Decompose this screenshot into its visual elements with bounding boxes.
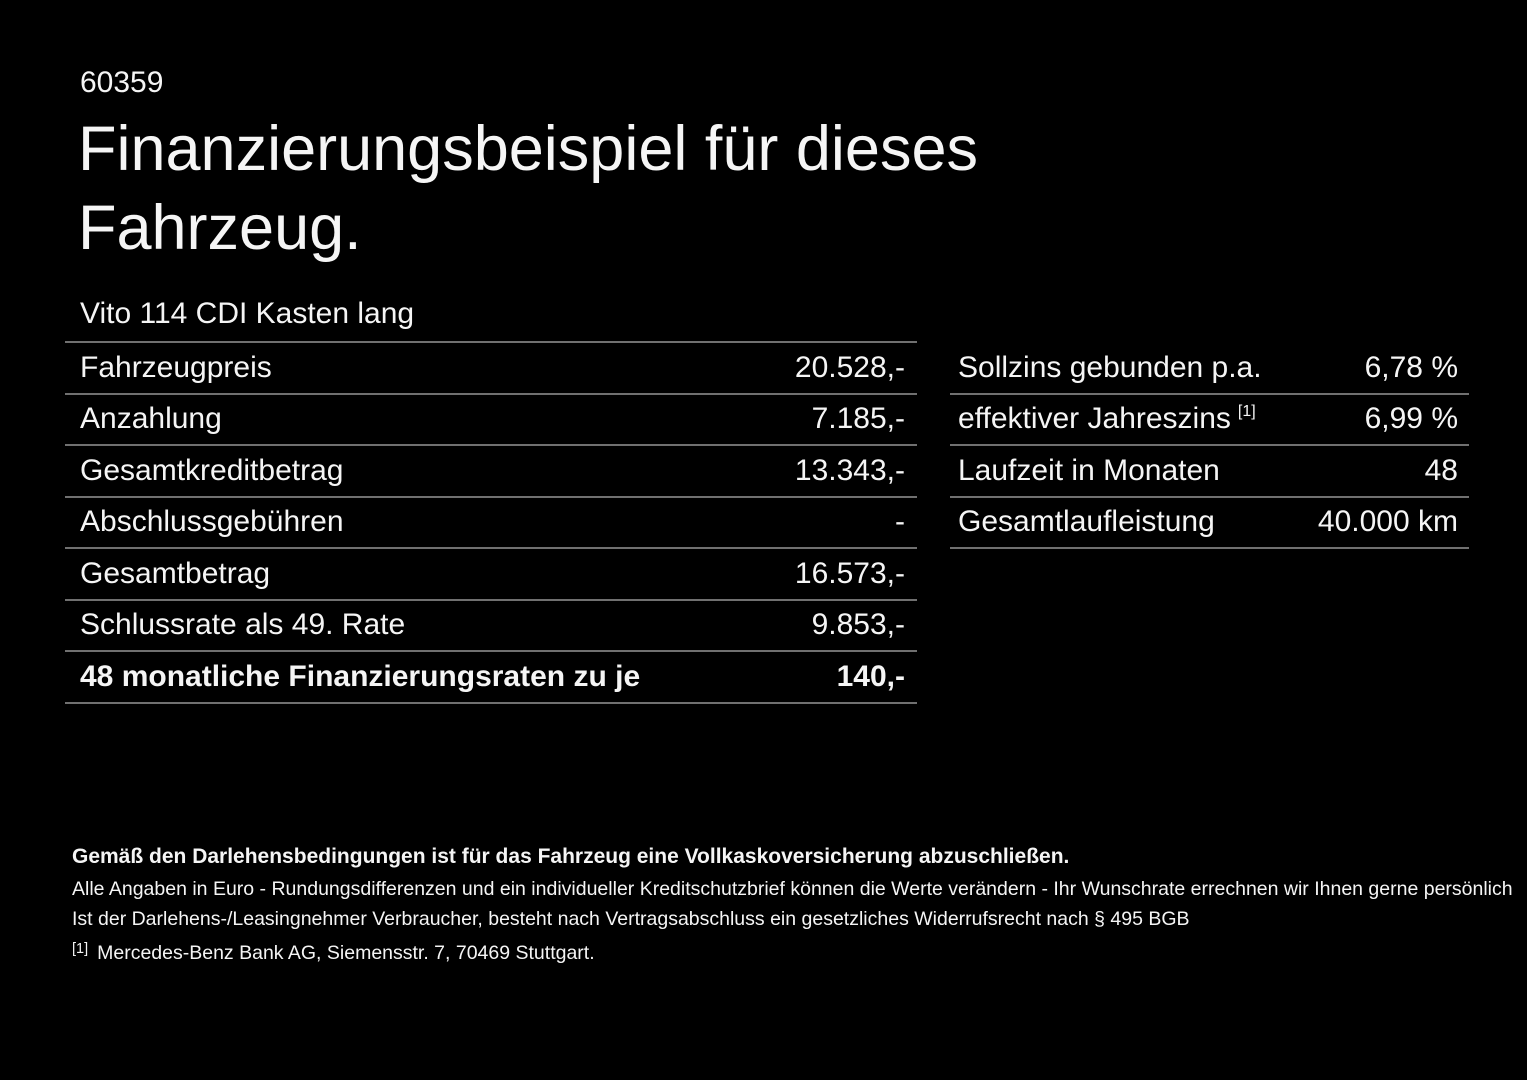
row-label: Sollzins gebunden p.a.: [958, 350, 1262, 384]
row-label: Fahrzeugpreis: [80, 350, 272, 384]
row-label: Abschlussgebühren: [80, 505, 344, 539]
row-label: Laufzeit in Monaten: [958, 453, 1220, 487]
row-value: 6,99 %: [1364, 402, 1458, 436]
finance-row-anzahlung: Anzahlung 7.185,-: [65, 395, 917, 446]
page-title-line1: Finanzierungsbeispiel für dieses: [78, 114, 978, 184]
row-value: 6,78 %: [1364, 350, 1458, 384]
ref-number: 60359: [80, 66, 164, 99]
footnote-bank-reference: [1] Mercedes-Benz Bank AG, Siemensstr. 7,…: [72, 941, 595, 965]
row-value: 9.853,-: [811, 608, 905, 642]
row-label: effektiver Jahreszins [1]: [958, 402, 1256, 436]
row-value: 16.573,-: [794, 556, 905, 590]
conditions-row-sollzins: Sollzins gebunden p.a. 6,78 %: [950, 343, 1469, 395]
row-value: -: [895, 505, 905, 539]
page-title-line2: Fahrzeug.: [78, 193, 362, 264]
finance-row-monatsrate: 48 monatliche Finanzierungsraten zu je 1…: [65, 652, 917, 704]
footnote-ref-marker: [1]: [72, 941, 89, 957]
finance-row-abschlussgebuehren: Abschlussgebühren -: [65, 498, 917, 549]
row-label: 48 monatliche Finanzierungsraten zu je: [80, 659, 641, 693]
row-label: Anzahlung: [80, 402, 222, 436]
finance-table: Fahrzeugpreis 20.528,- Anzahlung 7.185,-…: [65, 341, 917, 704]
row-value: 48: [1424, 453, 1458, 487]
finance-row-schlussrate: Schlussrate als 49. Rate 9.853,-: [65, 601, 917, 652]
footnote-insurance: Gemäß den Darlehensbedingungen ist für d…: [72, 845, 1070, 868]
conditions-row-gesamtlaufleistung: Gesamtlaufleistung 40.000 km: [950, 498, 1469, 549]
page-title: Finanzierungsbeispiel für dieses Fahrzeug…: [78, 110, 978, 269]
row-label: Gesamtlaufleistung: [958, 505, 1215, 539]
finance-row-gesamtbetrag: Gesamtbetrag 16.573,-: [65, 549, 917, 601]
row-label: Schlussrate als 49. Rate: [80, 608, 406, 642]
footnote-ref-text: Mercedes-Benz Bank AG, Siemensstr. 7, 70…: [97, 942, 595, 964]
row-value: 13.343,-: [794, 453, 905, 487]
conditions-row-laufzeit: Laufzeit in Monaten 48: [950, 446, 1469, 498]
footnote-widerrufsrecht: Ist der Darlehens-/Leasingnehmer Verbrau…: [72, 908, 1190, 930]
row-label: Gesamtbetrag: [80, 556, 271, 590]
finance-row-gesamtkreditbetrag: Gesamtkreditbetrag 13.343,-: [65, 446, 917, 498]
conditions-table: Sollzins gebunden p.a. 6,78 % effektiver…: [950, 341, 1469, 549]
finance-row-fahrzeugpreis: Fahrzeugpreis 20.528,-: [65, 343, 917, 395]
row-value: 40.000 km: [1317, 505, 1458, 539]
footnote-superscript: [1]: [1237, 403, 1256, 421]
conditions-row-effektiver-jahreszins: effektiver Jahreszins [1] 6,99 %: [950, 395, 1469, 446]
row-label-text: effektiver Jahreszins: [958, 402, 1231, 436]
vehicle-name: Vito 114 CDI Kasten lang: [80, 297, 415, 330]
footnote-euro-note: Alle Angaben in Euro - Rundungsdifferenz…: [72, 878, 1513, 900]
row-label: Gesamtkreditbetrag: [80, 453, 344, 487]
row-value: 20.528,-: [794, 350, 905, 384]
row-value: 140,-: [836, 659, 905, 693]
row-value: 7.185,-: [811, 402, 905, 436]
